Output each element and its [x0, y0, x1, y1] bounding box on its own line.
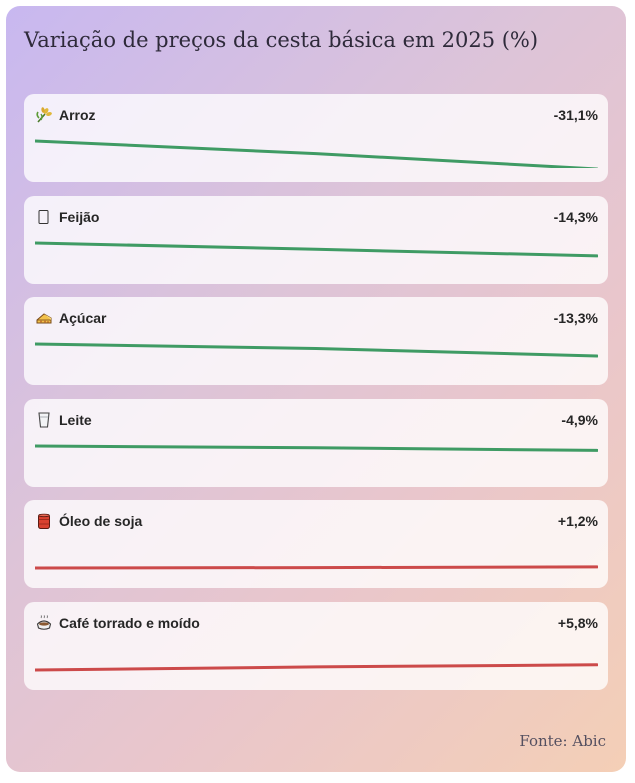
sparkline [35, 342, 598, 358]
series-line [35, 444, 598, 452]
series-label: Açúcar [35, 309, 106, 327]
beans-icon [35, 208, 53, 226]
series-line [35, 139, 598, 168]
series-line [35, 565, 598, 570]
coffee-icon [35, 614, 53, 632]
series-row: Óleo de soja +1,2% [24, 500, 608, 588]
series-label: Feijão [35, 208, 99, 226]
series-name: Arroz [59, 107, 96, 123]
series-row: Café torrado e moído +5,8% [24, 601, 608, 690]
series-label: Café torrado e moído [35, 614, 200, 632]
sugar-icon [35, 309, 53, 327]
chart-card: Variação de preços da cesta básica em 20… [6, 6, 626, 772]
oil-icon [35, 512, 53, 530]
chart-title: Variação de preços da cesta básica em 20… [24, 28, 539, 52]
series-row: Arroz -31,1% [24, 94, 608, 182]
series-label: Arroz [35, 106, 96, 124]
series-list: Arroz -31,1% Feijão -14,3% Açúcar -13,3% Leite… [24, 94, 608, 703]
series-line [35, 342, 598, 358]
series-change-label: -14,3% [553, 208, 598, 225]
source-note: Fonte: Abic [519, 732, 606, 750]
series-header: Arroz -31,1% [35, 106, 598, 124]
series-name: Leite [59, 411, 92, 428]
series-line [35, 241, 598, 257]
series-label: Óleo de soja [35, 512, 142, 530]
series-row: Açúcar -13,3% [24, 297, 608, 385]
rice-icon [35, 106, 53, 124]
series-row: Feijão -14,3% [24, 195, 608, 284]
series-header: Feijão -14,3% [35, 208, 598, 226]
sparkline [35, 444, 598, 452]
series-name: Açúcar [59, 310, 107, 326]
series-row: Leite -4,9% [24, 398, 608, 487]
series-change-label: -31,1% [553, 107, 598, 123]
sparkline [35, 241, 598, 257]
series-header: Leite -4,9% [35, 411, 598, 429]
series-name: Óleo de soja [59, 513, 143, 529]
series-name: Café torrado e moído [59, 614, 200, 631]
series-header: Café torrado e moído +5,8% [35, 614, 598, 632]
sparkline [35, 662, 598, 671]
series-name: Feijão [59, 208, 100, 225]
series-change-label: -4,9% [561, 411, 598, 428]
series-change-label: -13,3% [553, 310, 598, 326]
series-change-label: +1,2% [557, 513, 598, 529]
sparkline [35, 139, 598, 168]
series-header: Óleo de soja +1,2% [35, 512, 598, 530]
series-label: Leite [35, 411, 92, 429]
milk-icon [35, 411, 53, 429]
sparkline [35, 565, 598, 570]
series-change-label: +5,8% [557, 614, 598, 631]
series-line [35, 662, 598, 671]
series-header: Açúcar -13,3% [35, 309, 598, 327]
